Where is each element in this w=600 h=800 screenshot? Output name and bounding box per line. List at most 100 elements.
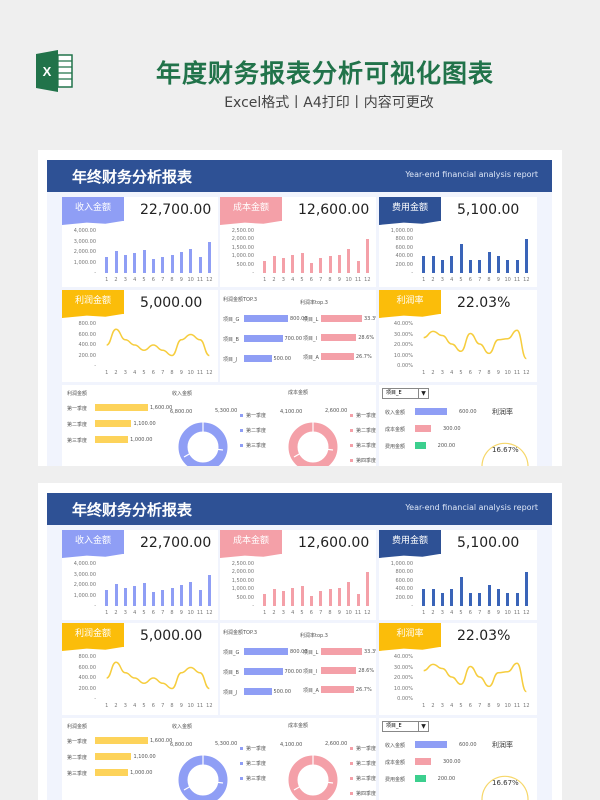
income-donut-title: 收入金额 [172,724,193,730]
x-tick-label: 1 [422,277,426,283]
bar [515,593,519,606]
item-value: 800.00 [290,649,308,655]
x-tick-label: 12 [523,370,530,376]
x-tick-label: 12 [206,610,213,616]
bar [114,583,118,606]
cost-total: 12,600.00 [298,202,370,218]
legend-dot-icon [240,762,243,765]
bar [440,260,444,273]
bar [151,259,155,273]
x-tick-label: 10 [187,703,194,709]
x-tick-label: 10 [345,277,352,283]
bar [328,589,332,606]
legend-dot-icon [350,429,353,432]
bar [142,582,146,606]
bar [365,239,369,273]
item-label: 费用金额 [385,444,406,450]
y-tick-label: 30.00% [393,664,413,671]
x-tick-label: 3 [440,610,444,616]
bar [365,572,369,606]
item-value: 800.00 [290,316,308,322]
top3-panel: 利润金额TOP.3 利润率top.3 项目_G 800.00 项目_B 700.00 项… [220,623,376,715]
item-bar [244,688,272,695]
y-tick-label: 400.00 [78,675,97,681]
top3-profit-title: 利润金额TOP.3 [223,297,257,303]
profit-rate-gauge [481,775,529,800]
legend-item: 第三季度 [350,775,376,782]
top3-rate-title: 利润率top.3 [300,633,328,639]
legend-dot-icon [350,777,353,780]
chevron-down-icon[interactable]: ▼ [418,722,428,731]
bar [328,256,332,273]
x-tick-label: 8 [487,610,491,616]
x-tick-label: 4 [450,610,454,616]
item-bar [95,737,148,744]
profit-rate-total: 22.03% [457,628,511,644]
y-tick-label: 200.00 [78,685,97,692]
bar [170,588,174,606]
item-label: 第三季度 [67,771,88,777]
income-tag: 收入金额 [62,197,124,221]
x-tick-label: 5 [459,610,463,616]
item-bar [244,355,272,362]
y-tick-label: - [252,603,254,609]
bar [440,593,444,606]
bar [524,239,528,273]
project-select[interactable]: 项目_E ▼ [382,721,429,732]
profit-rate-panel: 利润率 22.03% 40.00% 30.00% 20.00% 10.00% 0.00%… [379,290,537,382]
y-tick-label: 600.00 [78,331,97,338]
donut-label: 4,100.00 [280,742,303,748]
item-bar [95,420,132,427]
item-value: 33.3% [364,316,376,322]
item-bar [95,769,129,776]
page-subtitle: Excel格式丨A4打印丨内容可更改 [224,95,434,111]
bar [207,241,211,273]
legend-label: 第一季度 [246,413,267,419]
x-tick-label: 3 [440,370,444,376]
x-tick-label: 12 [523,277,530,283]
item-bar [244,315,288,322]
chevron-down-icon[interactable]: ▼ [418,389,428,398]
bar [300,252,304,273]
legend-item: 第一季度 [240,412,266,419]
x-tick-label: 11 [513,370,521,376]
donut-ring [288,422,338,466]
x-tick-label: 11 [513,610,521,616]
legend-item: 第三季度 [350,442,376,449]
bar [487,585,491,606]
x-tick-label: 3 [123,703,127,709]
legend-label: 第三季度 [246,443,267,449]
item-label: 项目_B [223,337,239,343]
bar [281,257,285,273]
item-label: 项目_B [223,670,239,676]
x-tick-label: 10 [504,277,511,283]
bar [356,261,360,273]
bar [179,252,183,273]
project-select[interactable]: 项目_E ▼ [382,388,429,399]
item-value: 33.3% [364,649,376,655]
y-tick-label: - [411,603,413,609]
report-subtitle: Year-end financial analysis report [405,170,538,179]
x-tick-label: 7 [161,703,165,709]
bar [459,576,463,606]
item-bar [95,753,132,760]
bar [179,585,183,606]
y-tick-label: 500.00 [236,594,255,601]
item-bar [415,741,447,748]
y-tick-label: 3,000.00 [73,238,96,245]
bar [524,572,528,606]
x-tick-label: 1 [422,703,426,709]
bar [105,590,109,606]
bar [515,260,519,273]
income-total: 22,700.00 [140,535,212,551]
x-tick-label: 10 [187,610,194,616]
x-tick-label: 2 [272,277,276,283]
x-tick-label: 1 [105,277,109,283]
item-label: 第一季度 [67,739,88,745]
bar [291,254,295,273]
legend-dot-icon [350,444,353,447]
item-label: 第二季度 [67,422,88,428]
y-tick-label: 400.00 [395,253,414,260]
bar [189,581,193,606]
report-body: 收入金额 22,700.00 4,000.00 3,000.00 2,000.00 1… [47,525,552,800]
